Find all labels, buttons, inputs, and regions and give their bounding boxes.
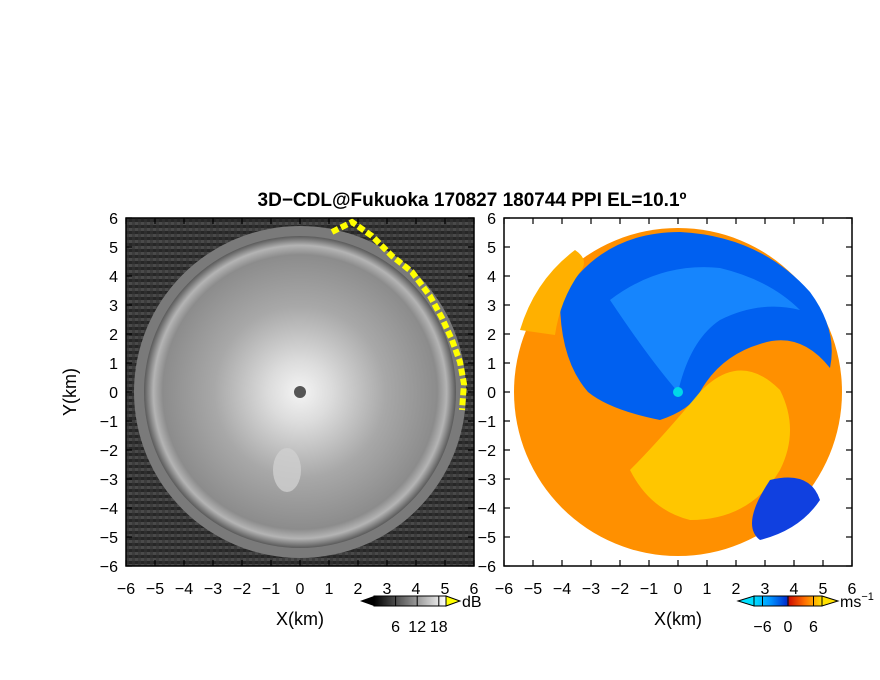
right-y-tick-label: 1 <box>487 356 496 373</box>
left-colorbar-under-arrow <box>360 596 374 606</box>
right-center-marker <box>673 387 683 397</box>
left-x-tick-label: 1 <box>325 581 334 598</box>
left-y-tick-label: −4 <box>100 501 118 518</box>
left-y-tick-label: 4 <box>109 269 118 286</box>
right-y-tick-label: 6 <box>487 211 496 228</box>
left-x-tick-label: −3 <box>204 581 222 598</box>
left-colorbar-over-arrow <box>445 595 462 607</box>
right-colorbar-unit-exp: −1 <box>861 591 874 603</box>
left-x-tick-label: 4 <box>412 581 421 598</box>
right-colorbar-tick-label: −6 <box>753 619 771 636</box>
right-colorbar: ms−1 −6 0 6 <box>736 591 874 636</box>
right-y-tick-label: −6 <box>478 559 496 576</box>
right-colorbar-unit: ms−1 <box>840 591 874 611</box>
left-x-tick-label: −6 <box>117 581 135 598</box>
right-y-ticks: 6 5 4 3 2 1 0 −1 −2 −3 −4 −5 −6 <box>478 211 852 576</box>
right-approaching-core <box>610 267 800 392</box>
left-x-tick-label: 0 <box>296 581 305 598</box>
right-y-tick-label: 5 <box>487 240 496 257</box>
right-x-tick-label: −6 <box>495 581 513 598</box>
right-x-tick-label: 2 <box>732 581 741 598</box>
left-x-tick-label: 6 <box>470 581 479 598</box>
right-x-tick-label: −3 <box>582 581 600 598</box>
right-y-tick-label: 0 <box>487 385 496 402</box>
left-colorbar: dB 6 12 18 <box>360 594 482 636</box>
left-x-tick-label: −5 <box>146 581 164 598</box>
left-y-tick-label: 1 <box>109 356 118 373</box>
right-y-tick-label: −3 <box>478 472 496 489</box>
right-x-tick-label: 3 <box>761 581 770 598</box>
right-y-tick-label: 2 <box>487 327 496 344</box>
left-colorbar-tick-label: 12 <box>408 619 426 636</box>
chart-title: 3D−CDL@Fukuoka 170827 180744 PPI EL=10.1… <box>258 190 687 211</box>
right-y-tick-label: −5 <box>478 530 496 547</box>
left-ylabel: Y(km) <box>60 368 80 416</box>
left-x-tick-label: 3 <box>383 581 392 598</box>
left-panel: X(km) Y(km) −6 −5 −4 −3 −2 −1 0 1 2 3 4 5 6 6543210−… <box>60 211 479 629</box>
left-y-tick-label: 5 <box>109 240 118 257</box>
left-x-tick-label: −1 <box>262 581 280 598</box>
right-southeast-band <box>752 477 820 540</box>
left-colorbar-tick-label: 18 <box>430 619 448 636</box>
left-y-tick-label: −6 <box>100 559 118 576</box>
left-x-tick-label: 2 <box>354 581 363 598</box>
left-y-ticks: 6 5 4 3 2 1 0 −1 −2 −3 −4 −5 −6 <box>100 211 474 576</box>
left-y-tick-label: −5 <box>100 530 118 547</box>
right-colorbar-tick-label: 0 <box>784 619 793 636</box>
right-northwest-band <box>520 250 584 335</box>
left-y-tick-label: −3 <box>100 472 118 489</box>
right-x-tick-label: 5 <box>819 581 828 598</box>
left-colorbar-ticks: 6 12 18 <box>391 596 448 636</box>
left-plume <box>273 448 301 492</box>
right-x-tick-label: −4 <box>553 581 571 598</box>
right-x-tick-label: −2 <box>611 581 629 598</box>
right-panel: X(km) −6 −5 −4 −3 −2 −1 0 1 2 3 4 5 6 6543210−1−2−3−… <box>478 211 857 629</box>
right-xlabel: X(km) <box>654 609 702 629</box>
right-y-tick-label: 4 <box>487 269 496 286</box>
right-x-tick-label: −5 <box>524 581 542 598</box>
right-x-tick-label: 0 <box>674 581 683 598</box>
right-x-ticks: −6 −5 −4 −3 −2 −1 0 1 2 3 4 5 6 <box>495 218 857 598</box>
right-colorbar-tick-label: 6 <box>809 619 818 636</box>
right-x-tick-label: 6 <box>848 581 857 598</box>
left-x-ticks: −6 −5 −4 −3 −2 −1 0 1 2 3 4 5 6 <box>117 218 479 598</box>
left-colorbar-unit: dB <box>462 594 482 611</box>
left-colorbar-tick-label: 6 <box>391 619 400 636</box>
left-y-tick-label: −2 <box>100 443 118 460</box>
right-y-tick-label: 3 <box>487 298 496 315</box>
left-colorbar-ramp <box>373 595 447 607</box>
right-colorbar-ticks: −6 0 6 <box>753 596 818 636</box>
left-overrange-arc <box>330 218 468 411</box>
left-center-marker <box>294 386 306 398</box>
left-x-tick-label: −2 <box>233 581 251 598</box>
left-y-tick-label: 6 <box>109 211 118 228</box>
left-y-tick-label: 3 <box>109 298 118 315</box>
left-y-tick-label: 2 <box>109 327 118 344</box>
right-x-tick-label: 1 <box>703 581 712 598</box>
left-y-tick-label: 0 <box>109 385 118 402</box>
right-colorbar-unit-base: ms <box>840 594 861 611</box>
left-x-tick-label: −4 <box>175 581 193 598</box>
right-x-tick-label: 4 <box>790 581 799 598</box>
right-y-tick-label: −1 <box>478 414 496 431</box>
left-x-tick-label: 5 <box>441 581 450 598</box>
right-receding-core <box>630 370 790 520</box>
right-x-tick-label: −1 <box>640 581 658 598</box>
right-y-tick-label: −2 <box>478 443 496 460</box>
right-y-tick-label: −4 <box>478 501 496 518</box>
left-y-tick-label: −1 <box>100 414 118 431</box>
right-colorbar-over-arrow <box>821 595 840 607</box>
left-xlabel: X(km) <box>276 609 324 629</box>
